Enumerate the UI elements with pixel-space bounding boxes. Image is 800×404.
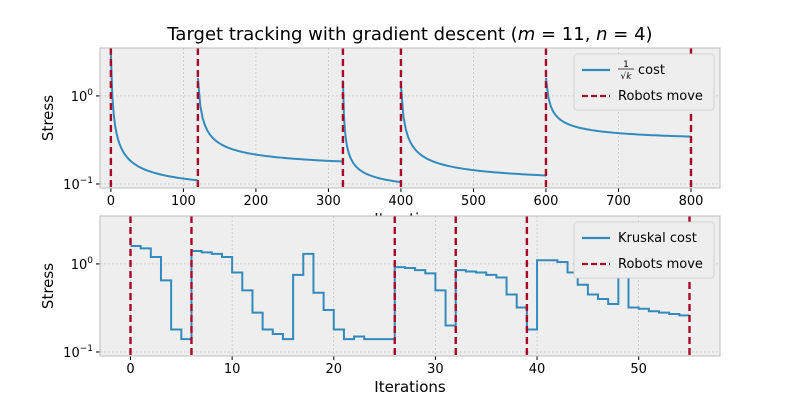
x-tick-label: 30: [427, 362, 444, 377]
top-panel: 010020030040050060070080010010−1Iteratio…: [39, 47, 721, 228]
x-tick-label: 10: [224, 362, 241, 377]
x-tick-label: 500: [461, 194, 486, 209]
chart-title: Target tracking with gradient descent (m…: [166, 24, 652, 45]
x-tick-label: 600: [534, 194, 559, 209]
bottom-panel: 0 10 20 30 40 50 100 10−1 Iterations Stress Kruska…: [39, 215, 721, 396]
x-tick-label: 200: [243, 194, 268, 209]
legend-label: Robots move: [618, 257, 703, 272]
y-tick-label: 100: [71, 256, 94, 273]
x-tick-label: 0: [126, 362, 134, 377]
legend-fraction-numerator: 1: [623, 60, 629, 70]
x-tick-label: 800: [679, 194, 704, 209]
legend-label: cost: [638, 63, 665, 78]
cost-line: [109, 53, 692, 184]
x-tick-label: 20: [325, 362, 342, 377]
x-tick-label: 50: [630, 362, 647, 377]
y-axis-label: Stress: [39, 263, 57, 309]
x-tick-label: 300: [316, 194, 341, 209]
legend-label: Kruskal cost: [618, 231, 697, 246]
legend-fraction-denominator: √k: [621, 71, 633, 82]
plot-frame: [99, 47, 721, 189]
kruskal-cost-line: [130, 244, 690, 341]
y-tick-label: 100: [71, 88, 94, 105]
x-tick-label: 400: [389, 194, 414, 209]
x-tick-label: 0: [107, 194, 115, 209]
legend-label: Robots move: [618, 89, 703, 104]
plot-frame: [99, 215, 721, 357]
x-axis-label: Iterations: [374, 378, 446, 396]
x-tick-label: 40: [529, 362, 546, 377]
y-tick-label: 10−1: [63, 176, 93, 193]
y-axis-label: Stress: [39, 95, 57, 141]
y-tick-label: 10−1: [63, 344, 93, 361]
x-tick-label: 100: [171, 194, 196, 209]
x-tick-label: 700: [606, 194, 631, 209]
